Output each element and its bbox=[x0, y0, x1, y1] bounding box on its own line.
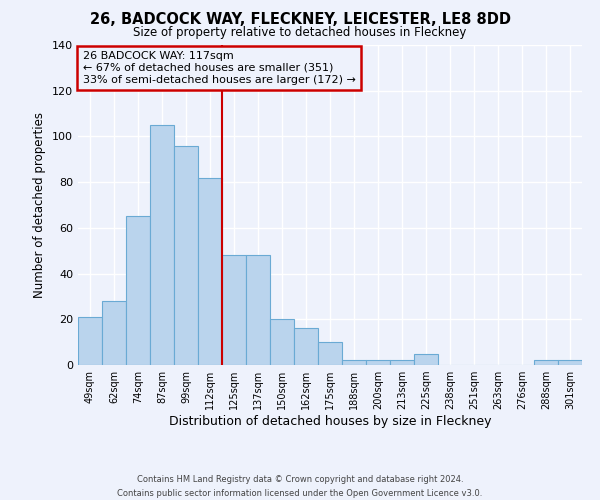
Bar bbox=[294, 328, 318, 365]
Bar bbox=[534, 360, 558, 365]
Bar bbox=[222, 256, 246, 365]
Bar bbox=[558, 360, 582, 365]
Y-axis label: Number of detached properties: Number of detached properties bbox=[34, 112, 46, 298]
Bar bbox=[102, 301, 126, 365]
Bar bbox=[342, 360, 366, 365]
Text: 26, BADCOCK WAY, FLECKNEY, LEICESTER, LE8 8DD: 26, BADCOCK WAY, FLECKNEY, LEICESTER, LE… bbox=[89, 12, 511, 28]
Bar bbox=[390, 360, 414, 365]
Text: 26 BADCOCK WAY: 117sqm
← 67% of detached houses are smaller (351)
33% of semi-de: 26 BADCOCK WAY: 117sqm ← 67% of detached… bbox=[83, 52, 356, 84]
Text: Contains HM Land Registry data © Crown copyright and database right 2024.
Contai: Contains HM Land Registry data © Crown c… bbox=[118, 476, 482, 498]
Bar bbox=[270, 320, 294, 365]
Bar bbox=[318, 342, 342, 365]
Bar bbox=[78, 317, 102, 365]
Bar bbox=[150, 125, 174, 365]
Bar bbox=[366, 360, 390, 365]
Bar bbox=[414, 354, 438, 365]
Text: Size of property relative to detached houses in Fleckney: Size of property relative to detached ho… bbox=[133, 26, 467, 39]
Bar bbox=[126, 216, 150, 365]
Bar bbox=[246, 256, 270, 365]
X-axis label: Distribution of detached houses by size in Fleckney: Distribution of detached houses by size … bbox=[169, 415, 491, 428]
Bar bbox=[174, 146, 198, 365]
Bar bbox=[198, 178, 222, 365]
